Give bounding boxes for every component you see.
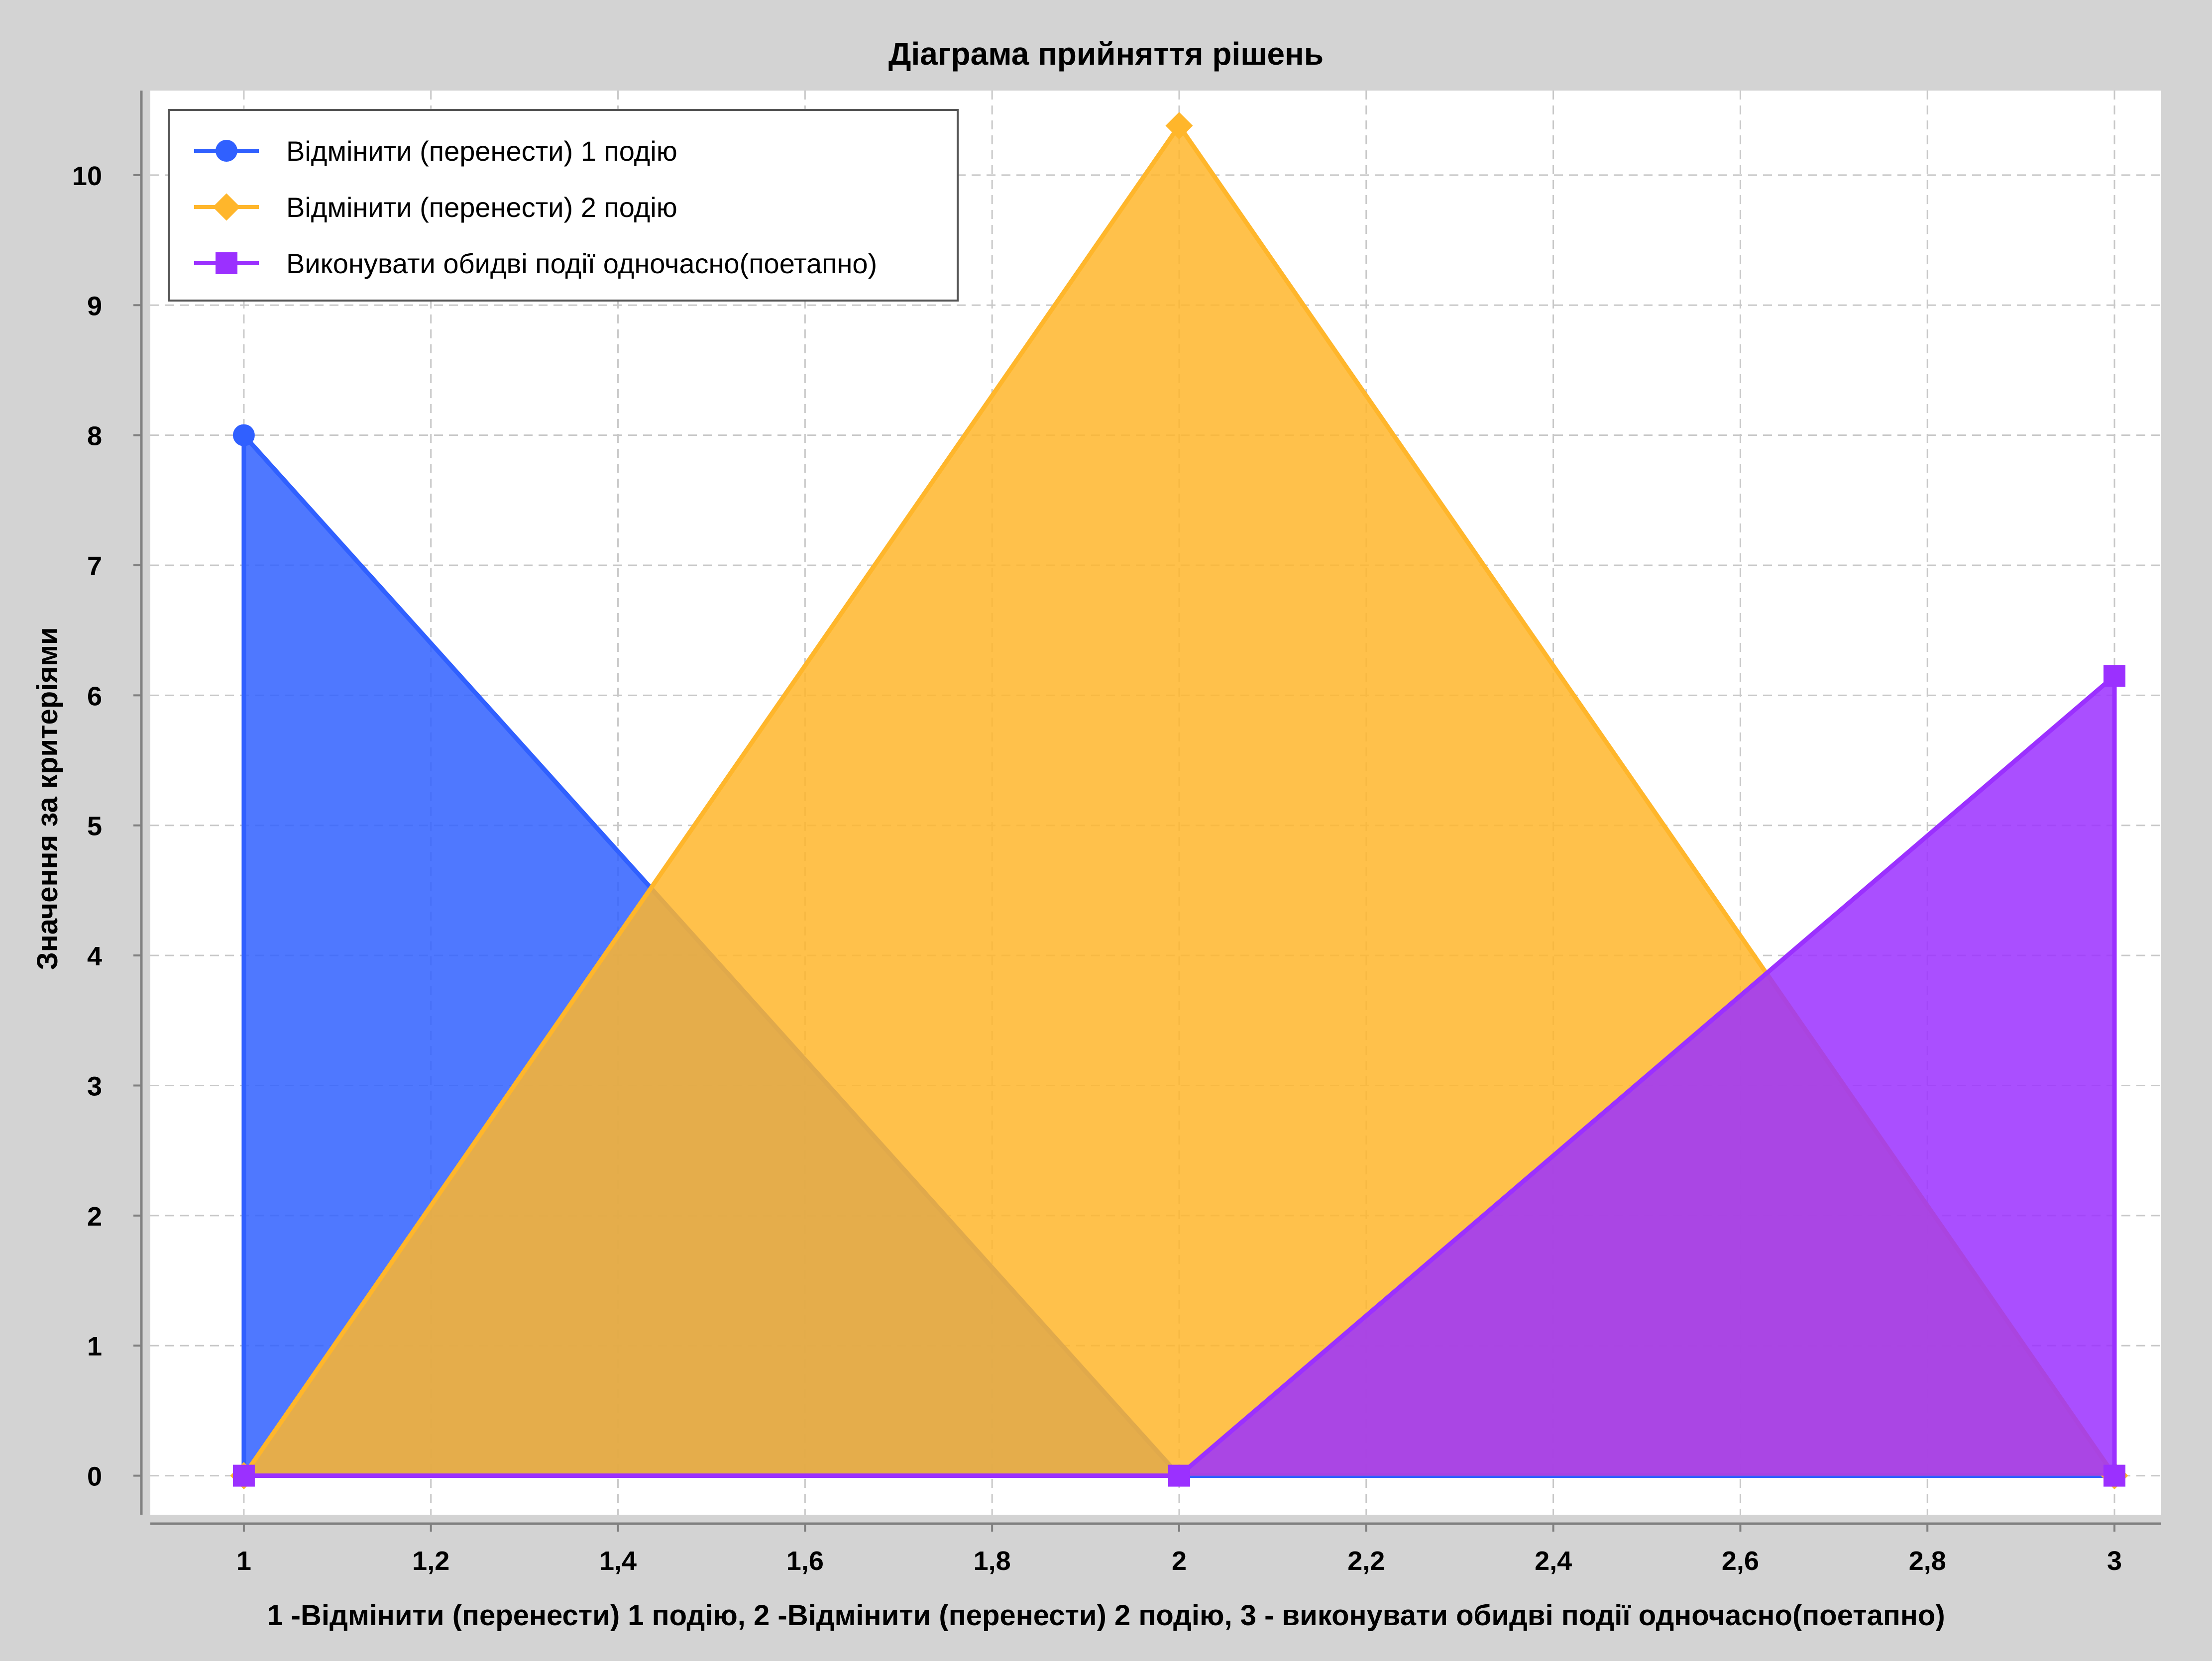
x-tick-label: 2,2 (1347, 1546, 1385, 1576)
y-tick-label: 1 (87, 1332, 102, 1361)
y-axis-label: Значення за критеріями (31, 627, 64, 970)
x-tick-label: 1,4 (599, 1546, 637, 1576)
y-tick-label: 9 (87, 291, 102, 321)
legend-marker (216, 140, 237, 162)
legend-item: Відмінити (перенести) 1 подію (194, 135, 677, 167)
data-point (232, 424, 255, 446)
data-point (1165, 112, 1193, 140)
y-tick-label: 3 (87, 1071, 102, 1101)
y-tick-label: 4 (87, 941, 102, 971)
y-tick-label: 0 (87, 1462, 102, 1492)
legend-item: Виконувати обидві події одночасно(поетап… (194, 248, 877, 279)
axes (133, 91, 2161, 1532)
legend-marker (213, 193, 240, 221)
tick-labels: 1 1,2 1,4 1,6 1,8 2 2,2 2,4 2,6 2,8 3 0 1 2 3 4 5 6 7 8 9 10 (72, 161, 2122, 1576)
y-tick-label: 10 (72, 161, 102, 191)
x-tick-label: 1,6 (786, 1546, 824, 1576)
y-tick-label: 7 (87, 551, 102, 581)
series-area (243, 676, 2115, 1476)
y-tick-label: 6 (87, 681, 102, 711)
series-3 (232, 665, 2126, 1487)
legend-box (168, 109, 959, 302)
series-layer (230, 112, 2128, 1490)
x-tick-label: 1,2 (412, 1546, 449, 1576)
legend-label: Відмінити (перенести) 1 подію (286, 135, 677, 167)
chart-title: Діаграма прийняття рішень (888, 36, 1324, 72)
legend-marker (216, 252, 237, 274)
legend-item: Відмінити (перенести) 2 подію (194, 192, 677, 223)
x-tick-label: 2,6 (1722, 1546, 1759, 1576)
data-point (1168, 1464, 1190, 1487)
legend-label: Виконувати обидві події одночасно(поетап… (286, 248, 877, 279)
x-axis-label: 1 -Відмінити (перенести) 1 подію, 2 -Від… (267, 1599, 1945, 1632)
legend-items: Відмінити (перенести) 1 подію Відмінити (… (194, 135, 877, 279)
x-tick-label: 1 (236, 1546, 251, 1576)
x-tick-label: 2 (1172, 1546, 1187, 1576)
x-tick-label: 2,4 (1535, 1546, 1572, 1576)
data-point (2103, 665, 2126, 687)
data-point (232, 1464, 255, 1487)
x-tick-label: 1,8 (974, 1546, 1011, 1576)
data-point (2103, 1464, 2126, 1487)
y-tick-label: 2 (87, 1202, 102, 1232)
y-tick-label: 5 (87, 812, 102, 841)
series-line (243, 673, 2117, 1478)
legend: Відмінити (перенести) 1 подію Відмінити (… (168, 109, 959, 302)
legend-label: Відмінити (перенести) 2 подію (286, 192, 677, 223)
y-tick-label: 8 (87, 421, 102, 451)
x-tick-label: 3 (2107, 1546, 2122, 1576)
x-tick-label: 2,8 (1909, 1546, 1946, 1576)
